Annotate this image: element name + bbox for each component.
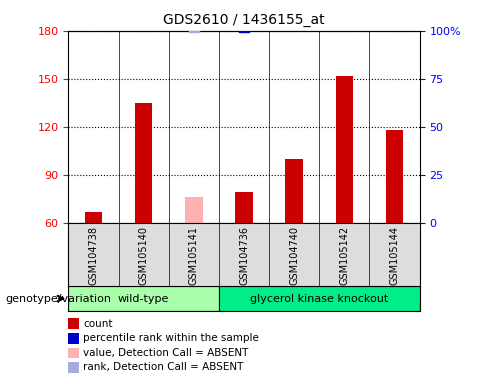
Text: GSM105144: GSM105144	[389, 226, 400, 285]
Text: rank, Detection Call = ABSENT: rank, Detection Call = ABSENT	[83, 362, 244, 372]
Point	[240, 24, 248, 30]
Text: genotype/variation: genotype/variation	[5, 294, 111, 304]
Bar	[235, 192, 253, 223]
Point	[391, 1, 399, 7]
Bar	[68, 286, 219, 311]
Text: GSM104740: GSM104740	[289, 226, 299, 285]
Point	[89, 22, 97, 28]
Text: GSM105141: GSM105141	[189, 226, 199, 285]
Point	[140, 0, 147, 3]
Bar	[336, 76, 353, 223]
Bar	[84, 212, 102, 223]
Bar	[285, 159, 303, 223]
Point	[290, 8, 298, 15]
Bar	[219, 286, 420, 311]
Text: wild-type: wild-type	[118, 293, 169, 304]
Text: GSM104738: GSM104738	[88, 226, 99, 285]
Bar	[185, 197, 203, 223]
Text: GSM105142: GSM105142	[339, 226, 349, 285]
Text: glycerol kinase knockout: glycerol kinase knockout	[250, 293, 388, 304]
Text: percentile rank within the sample: percentile rank within the sample	[83, 333, 259, 343]
Text: GDS2610 / 1436155_at: GDS2610 / 1436155_at	[163, 13, 325, 27]
Text: GSM105140: GSM105140	[139, 226, 149, 285]
Text: value, Detection Call = ABSENT: value, Detection Call = ABSENT	[83, 348, 248, 358]
Bar	[135, 103, 152, 223]
Text: GSM104736: GSM104736	[239, 226, 249, 285]
Point	[190, 24, 198, 30]
Text: count: count	[83, 319, 112, 329]
Bar	[386, 130, 404, 223]
